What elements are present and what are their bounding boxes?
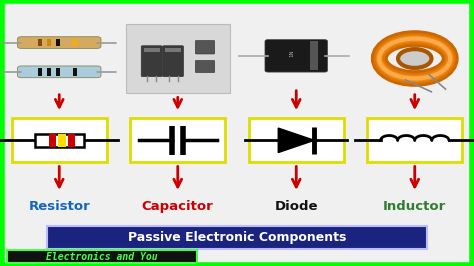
Bar bbox=[38, 39, 42, 46]
Text: Inductor: Inductor bbox=[383, 200, 447, 213]
Polygon shape bbox=[278, 128, 314, 152]
FancyBboxPatch shape bbox=[141, 46, 162, 77]
Text: 1N: 1N bbox=[289, 49, 294, 57]
FancyBboxPatch shape bbox=[367, 118, 462, 162]
Bar bbox=[56, 68, 60, 76]
Bar bbox=[58, 134, 66, 147]
Bar bbox=[165, 48, 181, 52]
Text: Capacitor: Capacitor bbox=[142, 200, 214, 213]
Text: Passive Electronic Components: Passive Electronic Components bbox=[128, 231, 346, 244]
Bar bbox=[310, 41, 318, 70]
FancyBboxPatch shape bbox=[12, 118, 107, 162]
Bar bbox=[73, 68, 77, 76]
Bar bbox=[47, 39, 51, 46]
Bar bbox=[144, 48, 160, 52]
Bar bbox=[68, 134, 75, 147]
Text: Electronics and You: Electronics and You bbox=[46, 252, 158, 262]
FancyBboxPatch shape bbox=[7, 250, 197, 263]
Bar bbox=[47, 68, 51, 76]
Bar bbox=[56, 39, 60, 46]
FancyBboxPatch shape bbox=[249, 118, 344, 162]
Bar bbox=[38, 68, 42, 76]
FancyBboxPatch shape bbox=[195, 60, 215, 73]
FancyBboxPatch shape bbox=[18, 37, 101, 48]
FancyBboxPatch shape bbox=[163, 46, 183, 77]
FancyBboxPatch shape bbox=[18, 66, 101, 78]
Bar bbox=[49, 134, 56, 147]
FancyBboxPatch shape bbox=[195, 40, 215, 54]
FancyBboxPatch shape bbox=[265, 40, 328, 72]
Text: Resistor: Resistor bbox=[28, 200, 90, 213]
FancyBboxPatch shape bbox=[47, 226, 427, 249]
Bar bbox=[35, 134, 84, 147]
FancyBboxPatch shape bbox=[126, 24, 230, 93]
Bar bbox=[73, 39, 77, 46]
FancyBboxPatch shape bbox=[130, 118, 225, 162]
Circle shape bbox=[399, 49, 431, 68]
Text: Diode: Diode bbox=[274, 200, 318, 213]
